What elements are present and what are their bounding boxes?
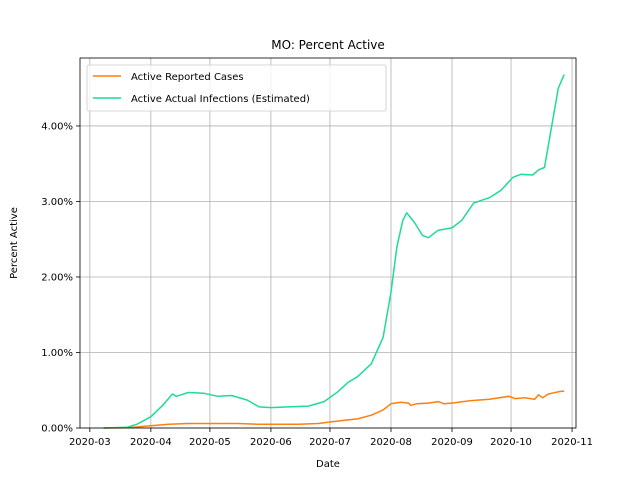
legend: Active Reported Cases Active Actual Infe… xyxy=(86,64,387,112)
x-tick-label: 2020-03 xyxy=(69,437,111,448)
series-layer xyxy=(103,74,565,429)
grid-layer xyxy=(80,58,576,429)
plot-frame xyxy=(79,57,577,429)
x-tick-label: 2020-07 xyxy=(309,437,351,448)
chart-title: MO: Percent Active xyxy=(271,38,385,52)
x-axis-ticks: 2020-03 2020-04 2020-05 2020-06 2020-07 2020-… xyxy=(69,428,593,448)
series-line-reported-cases xyxy=(103,390,565,429)
x-tick-label: 2020-11 xyxy=(551,437,593,448)
x-tick-label: 2020-10 xyxy=(490,437,532,448)
x-tick-label: 2020-05 xyxy=(189,437,231,448)
legend-label-actual: Active Actual Infections (Estimated) xyxy=(131,94,310,105)
x-tick-label: 2020-08 xyxy=(370,437,412,448)
y-tick-label: 3.00% xyxy=(41,197,73,208)
x-tick-label: 2020-04 xyxy=(130,437,172,448)
y-tick-label: 1.00% xyxy=(41,348,73,359)
x-tick-label: 2020-06 xyxy=(250,437,292,448)
legend-label-reported: Active Reported Cases xyxy=(131,72,244,83)
series-line-actual-infections xyxy=(103,74,565,429)
x-axis-label: Date xyxy=(316,459,340,470)
y-axis-ticks: 0.00% 1.00% 2.00% 3.00% 4.00% xyxy=(41,121,80,435)
x-tick-label: 2020-09 xyxy=(431,437,473,448)
y-tick-label: 4.00% xyxy=(41,121,73,132)
legend-box xyxy=(86,64,387,112)
y-tick-label: 2.00% xyxy=(41,272,73,283)
y-tick-label: 0.00% xyxy=(41,424,73,435)
y-axis-label: Percent Active xyxy=(9,207,20,279)
